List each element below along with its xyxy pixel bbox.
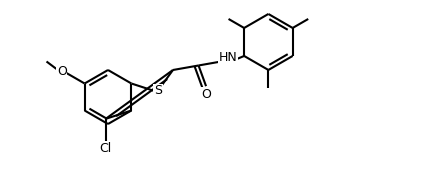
Text: O: O (57, 65, 66, 78)
Text: HN: HN (218, 52, 237, 65)
Text: S: S (154, 84, 162, 97)
Text: O: O (201, 88, 210, 101)
Text: Cl: Cl (99, 142, 112, 155)
